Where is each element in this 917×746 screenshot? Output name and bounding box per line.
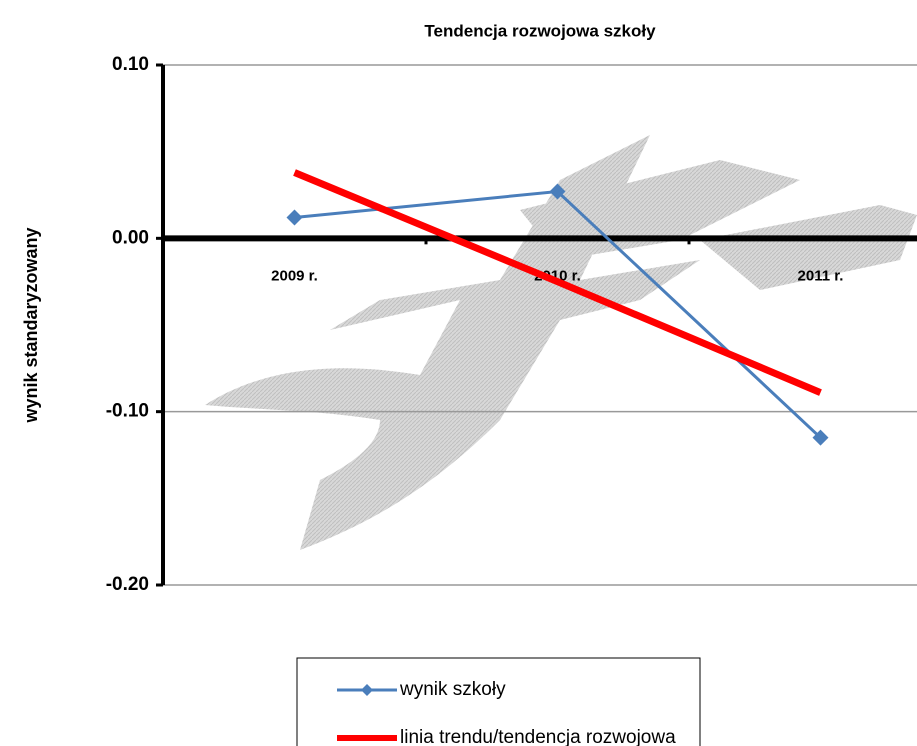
x-tick-label: 2011 r. bbox=[798, 267, 844, 284]
chart-title: Tendencja rozwojowa szkoły bbox=[424, 21, 656, 40]
watermark bbox=[205, 135, 917, 550]
chart: Tendencja rozwojowa szkoły wynik standar… bbox=[0, 0, 917, 746]
point-marker bbox=[287, 210, 303, 226]
x-tick-label: 2009 r. bbox=[271, 267, 318, 284]
legend-label: linia trendu/tendencja rozwojowa bbox=[400, 727, 676, 746]
y-axis-label: wynik standaryzowany bbox=[21, 227, 41, 423]
y-tick-label: -0.10 bbox=[106, 401, 149, 422]
legend-label: wynik szkoły bbox=[399, 679, 506, 700]
y-tick-label: 0.10 bbox=[112, 54, 149, 75]
y-tick-label: -0.20 bbox=[106, 574, 149, 595]
y-tick-label: 0.00 bbox=[112, 227, 149, 248]
